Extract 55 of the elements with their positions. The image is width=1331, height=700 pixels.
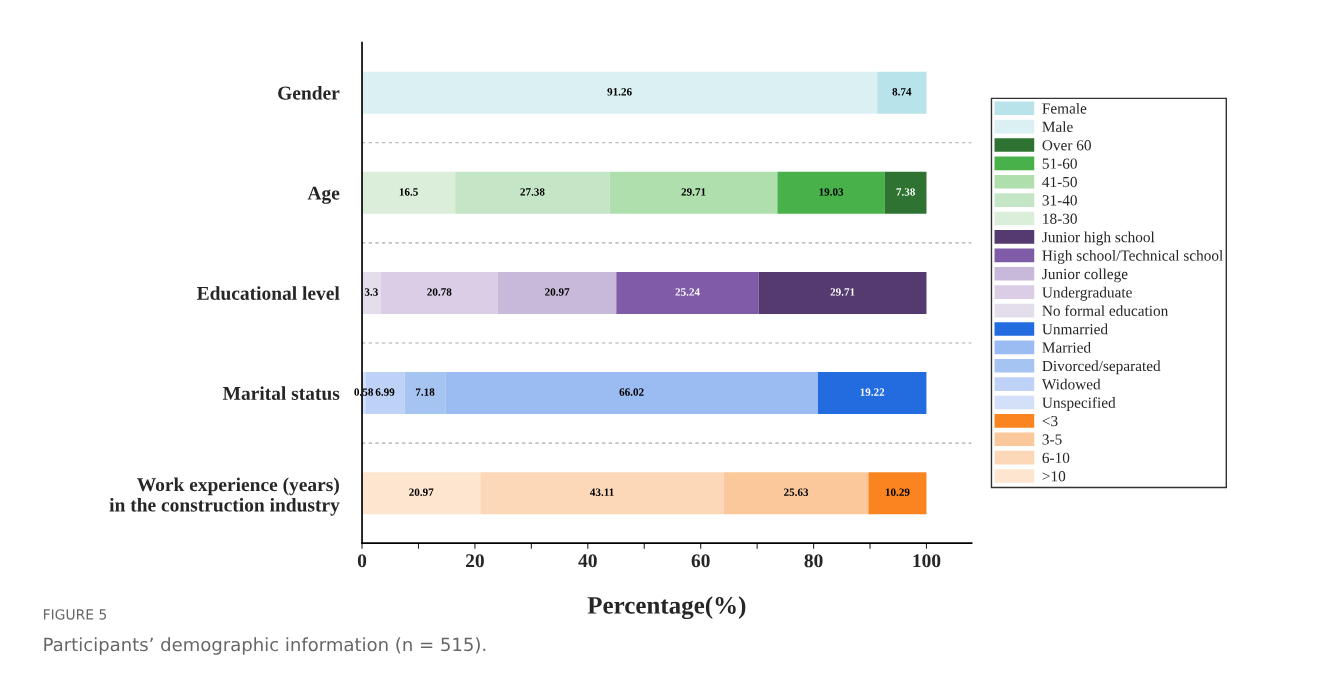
data-label: 6.99 <box>375 388 395 396</box>
legend-label: <3 <box>1042 415 1058 427</box>
data-label: 7.18 <box>415 388 435 396</box>
data-label: 3.3 <box>364 288 378 296</box>
legend-label: Over 60 <box>1042 140 1091 151</box>
data-label: 20.97 <box>545 288 570 296</box>
x-tick-label: 60 <box>691 554 710 568</box>
data-label: 43.11 <box>590 488 614 496</box>
legend-label: Widowed <box>1041 378 1101 390</box>
data-label: 29.71 <box>681 188 706 196</box>
legend-label: Junior college <box>1042 268 1128 283</box>
y-tick-label: Age <box>307 186 340 204</box>
data-label: 91.26 <box>607 88 632 96</box>
data-label: 20.78 <box>427 288 452 296</box>
data-label: 19.22 <box>860 388 885 396</box>
legend-label: Divorced/separated <box>1042 360 1161 375</box>
legend-label: No formal education <box>1042 305 1169 316</box>
data-label: 29.71 <box>830 288 855 296</box>
legend-label: Married <box>1042 341 1091 353</box>
data-label: 25.63 <box>784 488 809 496</box>
legend-label: 51-60 <box>1042 158 1077 169</box>
data-label: 66.02 <box>619 388 644 396</box>
data-label: 16.5 <box>399 188 418 196</box>
legend-label: 6-10 <box>1042 452 1070 463</box>
x-tick-label: 100 <box>913 554 941 568</box>
data-label: 7.38 <box>896 188 915 196</box>
data-label: 8.74 <box>892 88 912 96</box>
caption: FIGURE 5 <box>43 609 107 620</box>
x-tick-label: 40 <box>578 554 597 568</box>
data-label: 19.03 <box>819 188 844 196</box>
legend-label: 18-30 <box>1043 213 1077 224</box>
y-tick-label: Educational level <box>197 286 340 300</box>
x-tick-label: 80 <box>804 554 823 568</box>
y-tick-label: Work experience (years) in the construction industry <box>109 477 340 516</box>
data-label: 25.24 <box>675 288 700 296</box>
legend-label: Unspecified <box>1042 396 1116 411</box>
data-label: 27.38 <box>520 188 545 196</box>
legend-label: >10 <box>1042 471 1066 482</box>
data-label: 10.29 <box>885 488 910 496</box>
x-axis-title: Percentage(%) <box>587 596 746 620</box>
legend-label: Undergraduate <box>1042 286 1132 301</box>
text: Participants’ demographic information (n = 515). <box>44 637 486 655</box>
legend-label: Male <box>1042 121 1073 133</box>
legend-label: 31-40 <box>1042 195 1077 206</box>
legend-label: 3-5 <box>1042 434 1062 445</box>
legend-label: High school/Technical school <box>1042 249 1223 264</box>
y-tick-label: Marital status <box>222 386 340 401</box>
x-tick-label: 20 <box>466 554 484 568</box>
legend-label: Female <box>1042 102 1087 114</box>
data-label: 20.97 <box>409 488 434 496</box>
legend-label: 41-50 <box>1042 176 1077 188</box>
y-tick-label: Gender <box>278 86 340 100</box>
x-tick-label: 0 <box>357 554 367 568</box>
legend-label: Junior high school <box>1042 231 1155 246</box>
legend-label: Unmarried <box>1042 323 1108 335</box>
